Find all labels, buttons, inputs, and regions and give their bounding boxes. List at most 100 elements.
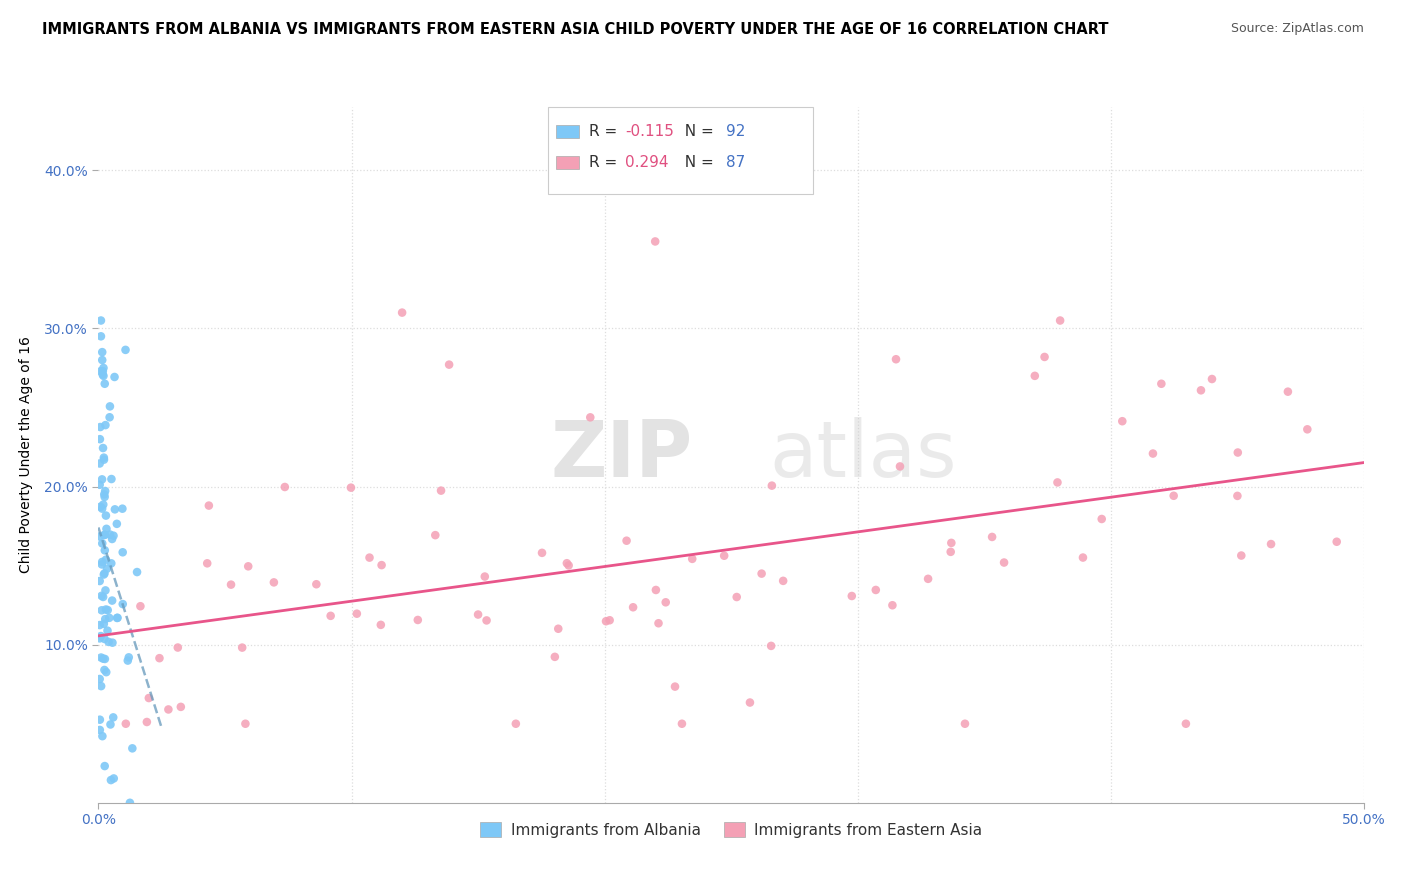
FancyBboxPatch shape (557, 156, 579, 169)
Point (91, 353, 114, 368)
Point (91, 364, 114, 378)
Point (865, 582, 887, 597)
Point (101, 635, 124, 649)
Point (111, 597, 134, 611)
Point (263, 575, 285, 590)
Point (97, 603, 120, 617)
Point (93, 663, 115, 677)
Point (118, 796, 141, 810)
Point (103, 772, 125, 786)
Point (103, 370, 125, 384)
Point (166, 640, 188, 655)
Point (198, 499, 221, 513)
Point (89, 432, 111, 446)
Point (1049, 313, 1071, 327)
Point (238, 559, 260, 574)
Point (96, 562, 118, 576)
Point (93, 759, 115, 773)
Point (274, 480, 297, 494)
Point (219, 577, 242, 591)
Point (681, 552, 703, 566)
Point (89, 618, 111, 632)
Point (91, 501, 114, 516)
Point (90, 679, 112, 693)
Point (114, 716, 136, 731)
Point (91, 590, 114, 604)
Point (94, 602, 117, 616)
Point (89, 457, 111, 471)
Point (1142, 446, 1164, 460)
Text: 0.294: 0.294 (624, 155, 668, 170)
Point (621, 600, 644, 615)
Point (100, 472, 122, 486)
Point (103, 529, 125, 543)
Y-axis label: Child Poverty Under the Age of 16: Child Poverty Under the Age of 16 (20, 336, 32, 574)
Point (430, 483, 453, 498)
Point (93, 566, 115, 581)
Text: 87: 87 (725, 155, 745, 170)
Point (91, 729, 114, 743)
Point (319, 608, 342, 623)
Point (1071, 550, 1094, 565)
Point (1260, 537, 1282, 551)
Text: -0.115: -0.115 (624, 124, 673, 139)
Point (89, 529, 111, 543)
Point (101, 532, 124, 546)
Point (91, 472, 114, 486)
Point (1277, 384, 1299, 399)
Point (96, 522, 118, 536)
Point (129, 599, 152, 614)
Point (467, 607, 489, 622)
Point (645, 582, 668, 597)
Point (953, 716, 976, 731)
Point (96, 665, 118, 680)
Legend: Immigrants from Albania, Immigrants from Eastern Asia: Immigrants from Albania, Immigrants from… (474, 816, 988, 844)
Point (738, 696, 761, 710)
Point (93, 452, 115, 467)
Text: atlas: atlas (769, 417, 956, 493)
Point (1296, 422, 1319, 436)
Point (93, 632, 115, 646)
Point (941, 536, 963, 550)
Point (654, 595, 676, 609)
Point (981, 530, 1004, 544)
Point (772, 574, 794, 588)
Point (599, 613, 621, 627)
Point (235, 716, 257, 731)
Point (90, 629, 112, 643)
Point (346, 607, 368, 621)
Point (91, 368, 114, 382)
Point (94, 418, 117, 433)
Point (90, 558, 112, 572)
Point (93, 376, 117, 391)
Text: N =: N = (675, 155, 718, 170)
Point (91, 536, 114, 550)
Point (157, 702, 180, 716)
Point (713, 549, 735, 563)
Point (90, 589, 112, 603)
Point (98, 410, 121, 425)
Point (90, 329, 112, 343)
Point (121, 741, 143, 756)
Point (1046, 475, 1069, 490)
Point (425, 528, 447, 542)
Point (94, 552, 117, 566)
Point (671, 716, 693, 731)
Point (761, 478, 783, 492)
Point (104, 502, 127, 516)
Point (1226, 489, 1249, 503)
Point (841, 589, 863, 603)
Point (90, 313, 112, 327)
Point (1033, 350, 1056, 364)
Point (474, 569, 496, 583)
Point (557, 558, 579, 573)
Text: Source: ZipAtlas.com: Source: ZipAtlas.com (1230, 22, 1364, 36)
Point (751, 566, 773, 581)
Text: IMMIGRANTS FROM ALBANIA VS IMMIGRANTS FROM EASTERN ASIA CHILD POVERTY UNDER THE : IMMIGRANTS FROM ALBANIA VS IMMIGRANTS FR… (42, 22, 1109, 37)
Point (340, 481, 363, 495)
Point (89, 672, 111, 686)
Point (579, 410, 602, 425)
Point (117, 654, 139, 668)
Point (94, 508, 117, 523)
Point (1091, 512, 1114, 526)
